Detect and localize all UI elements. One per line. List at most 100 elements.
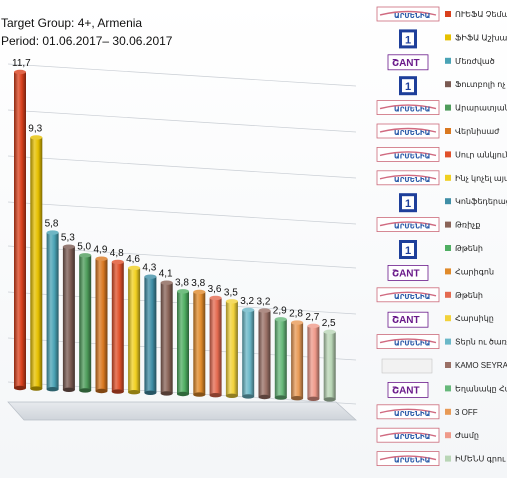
legend-item: ԱՐՄԵՆԻԱ Ինչ կոչել այս [376,170,507,186]
legend-swatch [445,291,451,298]
legend-label: ՖԻՖԱ Աշխարհ [455,33,507,42]
value-label: 2,5 [322,318,336,329]
bar-cap [95,256,108,261]
channel-logo: 1 [399,76,417,96]
bar-base [225,393,238,398]
bar-cap [177,289,189,294]
bar-body [160,282,173,394]
bar-base [30,386,43,391]
legend-item: ՇANT Հարսիկը [387,311,494,328]
bar-cap [307,323,320,329]
channel-logo: ԱՐՄԵՆԻԱ [376,404,440,420]
bar [79,253,92,393]
legend-label: Թթենի [455,244,483,253]
legend-swatch [445,81,451,88]
legend-label: Եղանակը Հա [455,384,507,393]
channel-logo-text: ԱՐՄԵՆԻԱ [394,434,431,441]
bar-cap [160,280,173,285]
legend-label: Թթենի [455,291,483,300]
bar-cap [62,244,75,249]
channel-logo: ԱՐՄԵՆԻԱ [376,170,440,186]
bar-cap [274,317,287,322]
legend-swatch [445,11,451,17]
channel-logo: ԱՐՄԵՆԻԱ [376,217,440,233]
header-period: Period: 01.06.2017– 30.06.2017 [1,34,173,48]
bar-cap [144,274,157,279]
legend-item: 1 Թթենի [399,240,483,259]
bar-body [46,232,59,390]
bar [225,299,238,398]
legend-item: 1 Կոնֆեդերացիաների Ռուսաստան [399,193,507,213]
value-label: 3,8 [191,278,205,289]
bar [14,69,26,391]
header-target-group: Target Group: 4+, Armenia [1,16,142,30]
value-label: 3,2 [257,297,271,308]
channel-logo-text: ՇANT [392,58,420,69]
value-label: 4,8 [110,248,124,259]
gridline [7,109,357,133]
bar-body [323,331,336,400]
bar [62,244,75,392]
channel-logo-text: 1 [405,81,411,93]
legend-label: Ժամը [455,431,479,440]
bar [307,323,320,401]
channel-logo: ԱՐՄԵՆԻԱ [376,6,440,22]
legend-item: ԱՐՄԵՆԻԱ Սուր անկյուն [376,146,507,162]
channel-logo-text: 1 [405,34,411,46]
channel-logo-text: ԱՐՄԵՆԻԱ [394,177,431,184]
legend-item: 1 ՖԻՖԱ Աշխարհ [399,29,507,49]
bar-base [62,387,75,392]
chart-floor [7,401,357,421]
channel-logo: 1 [399,29,417,49]
legend-label: Ֆուտբոլի ոչ [455,80,506,89]
legend-swatch [445,385,451,392]
channel-logo: 1 [399,193,417,213]
bar-body [79,255,92,391]
bar-cap [258,308,271,313]
bar [209,295,222,398]
bar [274,317,287,400]
gridline [7,63,357,87]
value-label: 5,8 [45,219,59,230]
bar-cap [193,289,206,295]
gridline [7,201,357,225]
value-label: 4,3 [142,263,156,274]
bar-body [62,246,75,390]
value-label: 2,8 [289,309,303,320]
bar-base [79,388,92,393]
channel-logo: ՇANT [387,381,429,398]
channel-logo-text: ԱՐՄԵՆԻԱ [394,294,431,301]
value-label: 3,6 [208,284,222,295]
channel-logo: ԱՐՄԵՆԻԱ [376,146,440,162]
bar-body [225,301,238,396]
channel-logo [381,358,433,374]
channel-logo-text: ԱՐՄԵՆԻԱ [394,458,431,465]
bar [128,265,141,395]
bar-base [95,388,108,394]
value-labels: 11,79,35,85,35,0 4,9 4,84,64,34,13,8 3,83,6… [12,58,336,329]
channel-logo: ՇANT [387,264,429,281]
bar-cap [225,299,238,304]
bar-base [177,391,189,397]
channel-logo-text: ԱՐՄԵՆԻԱ [394,153,431,160]
legend-item: ՇANT Մեռժված [387,54,495,71]
legend-label: Հարսիկը [455,314,494,323]
value-label: 3,2 [240,296,254,307]
channel-logo-text: ԱՐՄԵՆԻԱ [394,130,431,137]
legend-swatch [445,174,451,181]
value-label: 4,1 [159,269,173,280]
bar-base [258,394,271,400]
bar-base [160,391,173,396]
bar-cap [323,329,336,335]
legend-item: ԱՐՄԵՆԻԱ ՈՒԵՖԱ Չեմպ. կառավարիչ 2 [376,6,507,22]
legend-swatch [445,408,451,415]
bar [291,320,304,401]
bar-body [209,297,222,396]
bar-base [14,385,26,391]
legend-item: KAMO SEYRAN [381,358,507,374]
bar-body [128,267,141,393]
legend-swatch [445,198,451,205]
channel-logo: ՇANT [387,311,429,328]
channel-logo: ԱՐՄԵՆԻԱ [376,287,440,303]
value-label: 2,7 [305,312,319,323]
